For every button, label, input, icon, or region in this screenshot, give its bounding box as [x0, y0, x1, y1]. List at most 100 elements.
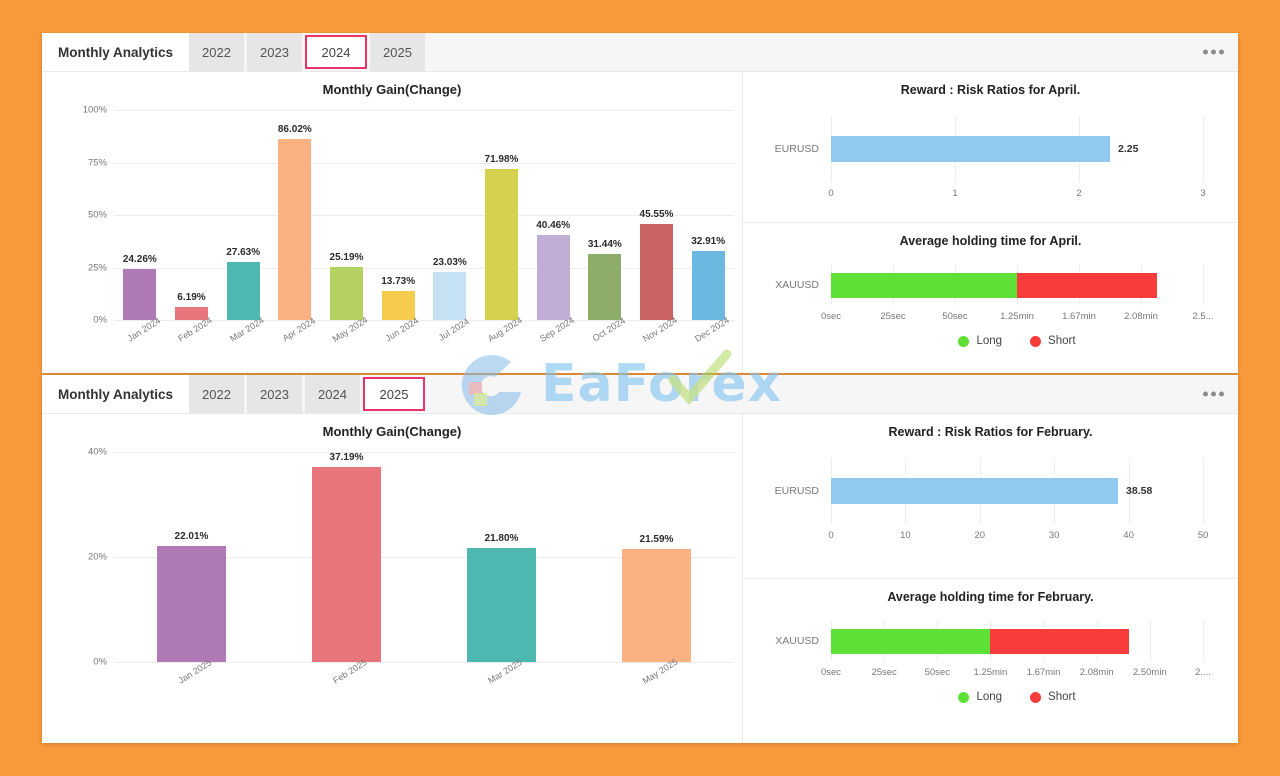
- legend-label: Short: [1048, 691, 1076, 703]
- tab-2022[interactable]: 2022: [189, 375, 248, 413]
- legend-item-short[interactable]: Short: [1030, 691, 1076, 703]
- category-label: XAUUSD: [775, 635, 819, 647]
- tab-2025[interactable]: 2025: [370, 33, 429, 71]
- reward-risk-title: Reward : Risk Ratios for April.: [900, 83, 1081, 97]
- gridline: [1203, 265, 1204, 305]
- y-axis-tick: 75%: [87, 157, 107, 168]
- x-axis-tick: 2.5...: [1192, 311, 1214, 322]
- bar[interactable]: [329, 267, 364, 320]
- bar-value-label: 21.80%: [484, 532, 519, 544]
- bar-segment-long[interactable]: [831, 628, 991, 654]
- bar-segment-short[interactable]: [990, 628, 1129, 654]
- bar[interactable]: [123, 269, 157, 320]
- bar-group: 21.80% Mar 2025: [467, 452, 536, 686]
- bar-group: 40.46% Sep 2024: [536, 110, 576, 344]
- kebab-horizontal-icon[interactable]: [1203, 391, 1224, 397]
- tab-2022[interactable]: 2022: [189, 33, 248, 71]
- bar[interactable]: [831, 136, 1110, 162]
- panel-body: Monthly Gain(Change) 0% 25% 50% 75% 100% 24.2…: [42, 72, 1238, 373]
- bar[interactable]: [691, 250, 725, 320]
- panel-header: Monthly Analytics 2022 2023 2024 2025: [42, 375, 1238, 414]
- page-title: Monthly Analytics: [42, 33, 190, 71]
- holding-time-title: Average holding time for April.: [899, 234, 1082, 248]
- bar-group: 86.02% Apr 2024: [277, 110, 317, 343]
- bar[interactable]: [588, 253, 622, 320]
- legend-label: Long: [976, 691, 1003, 703]
- gridline: [1149, 621, 1151, 661]
- tab-2023[interactable]: 2023: [247, 33, 306, 71]
- bar[interactable]: [467, 547, 536, 662]
- x-axis-tick: 50sec: [924, 667, 950, 678]
- bar-value-label: 40.46%: [536, 220, 571, 232]
- bar[interactable]: [639, 224, 674, 320]
- monthly-gain-chart-2024: Monthly Gain(Change) 0% 25% 50% 75% 100% 24.2…: [42, 72, 742, 373]
- bar[interactable]: [831, 478, 1119, 504]
- right-pane: Reward : Risk Ratios for February. 0 10 20…: [743, 414, 1238, 743]
- bar-chart-plot: 0% 25% 50% 75% 100% 24.26% Jan 2024 6.19% Feb 20…: [83, 105, 734, 344]
- bar-segment-long[interactable]: [831, 272, 1017, 298]
- bar-value-label: 86.02%: [277, 124, 312, 136]
- gridline: [1203, 458, 1204, 524]
- bar-value-label: 31.44%: [587, 238, 622, 250]
- horizontal-divider: [743, 222, 1238, 223]
- bar[interactable]: [278, 139, 312, 320]
- bar[interactable]: [433, 271, 467, 320]
- reward-risk-panel-2025: Reward : Risk Ratios for February. 0 10 20…: [743, 414, 1238, 578]
- gridline: [114, 215, 734, 216]
- panel-header: Monthly Analytics 2022 2023 2024 2025: [42, 33, 1238, 72]
- bar[interactable]: [174, 307, 209, 320]
- bar-value-label: 37.19%: [329, 451, 364, 463]
- kebab-horizontal-icon[interactable]: [1203, 49, 1224, 55]
- y-axis-tick: 25%: [87, 262, 107, 273]
- bar[interactable]: [312, 466, 381, 662]
- page-title: Monthly Analytics: [42, 375, 190, 413]
- x-axis-tick: 30: [1048, 530, 1060, 541]
- bar[interactable]: [381, 291, 415, 320]
- tab-2025[interactable]: 2025: [363, 377, 426, 411]
- bar-value-label: 21.59%: [639, 533, 674, 545]
- bar-group: 31.44% Oct 2024: [587, 110, 627, 343]
- bar[interactable]: [536, 235, 570, 320]
- bar[interactable]: [484, 168, 519, 320]
- legend-item-long[interactable]: Long: [958, 691, 1002, 703]
- gridline: [114, 267, 734, 269]
- panel-body: Monthly Gain(Change) 0% 20% 40% 22.01% Jan 2…: [42, 414, 1238, 743]
- gridline: [1128, 458, 1130, 524]
- bar-group: 6.19% Feb 2024: [174, 110, 214, 344]
- category-label: EURUSD: [774, 143, 819, 155]
- bar-value-label: 13.73%: [381, 276, 416, 288]
- chart-title: Monthly Gain(Change): [322, 82, 462, 97]
- x-axis-tick: 1.25min: [1000, 311, 1034, 322]
- gridline: [1203, 621, 1204, 661]
- legend-item-short[interactable]: Short: [1030, 335, 1076, 347]
- x-axis-tick: 2....: [1195, 667, 1211, 678]
- bar-group: 13.73% Jun 2024: [381, 110, 420, 343]
- y-axis-tick: 0%: [93, 656, 107, 668]
- x-axis-tick: 0: [828, 188, 834, 199]
- holding-time-title: Average holding time for February.: [887, 590, 1094, 604]
- legend-label: Short: [1048, 335, 1076, 347]
- x-axis-tick: 0sec: [820, 311, 842, 322]
- bar-segment-short[interactable]: [1017, 272, 1157, 298]
- holding-time-panel-2024: Average holding time for April. 0sec 25se…: [743, 223, 1238, 373]
- reward-risk-plot: 0 10 20 30 40 50 EURUSD 38.58: [775, 458, 1208, 541]
- x-axis-tick: 40: [1123, 530, 1134, 541]
- tab-2024[interactable]: 2024: [305, 35, 368, 69]
- bar-group: 27.63% Mar 2024: [226, 110, 266, 344]
- tab-2023[interactable]: 2023: [247, 375, 306, 413]
- x-axis-tick: 0: [828, 530, 834, 541]
- bar[interactable]: [622, 548, 691, 662]
- holding-time-plot: 0sec 25sec 50sec 1.25min 1.67min 2.08min 2.50m…: [775, 621, 1211, 703]
- bar[interactable]: [157, 546, 226, 662]
- legend-item-long[interactable]: Long: [958, 335, 1002, 347]
- x-axis-tick: 1.67min: [1026, 667, 1061, 678]
- bar-group: 32.91% Dec 2024: [691, 110, 731, 344]
- bar-value-label: 45.55%: [639, 209, 674, 221]
- x-axis-tick: 20: [974, 530, 986, 541]
- bar-value-label: 23.03%: [432, 256, 467, 268]
- vertical-divider: [742, 72, 743, 373]
- chart-legend: Long Short: [831, 691, 1203, 703]
- tab-2024[interactable]: 2024: [305, 375, 364, 413]
- bar[interactable]: [226, 261, 260, 320]
- bar-value-label: 24.26%: [122, 254, 157, 266]
